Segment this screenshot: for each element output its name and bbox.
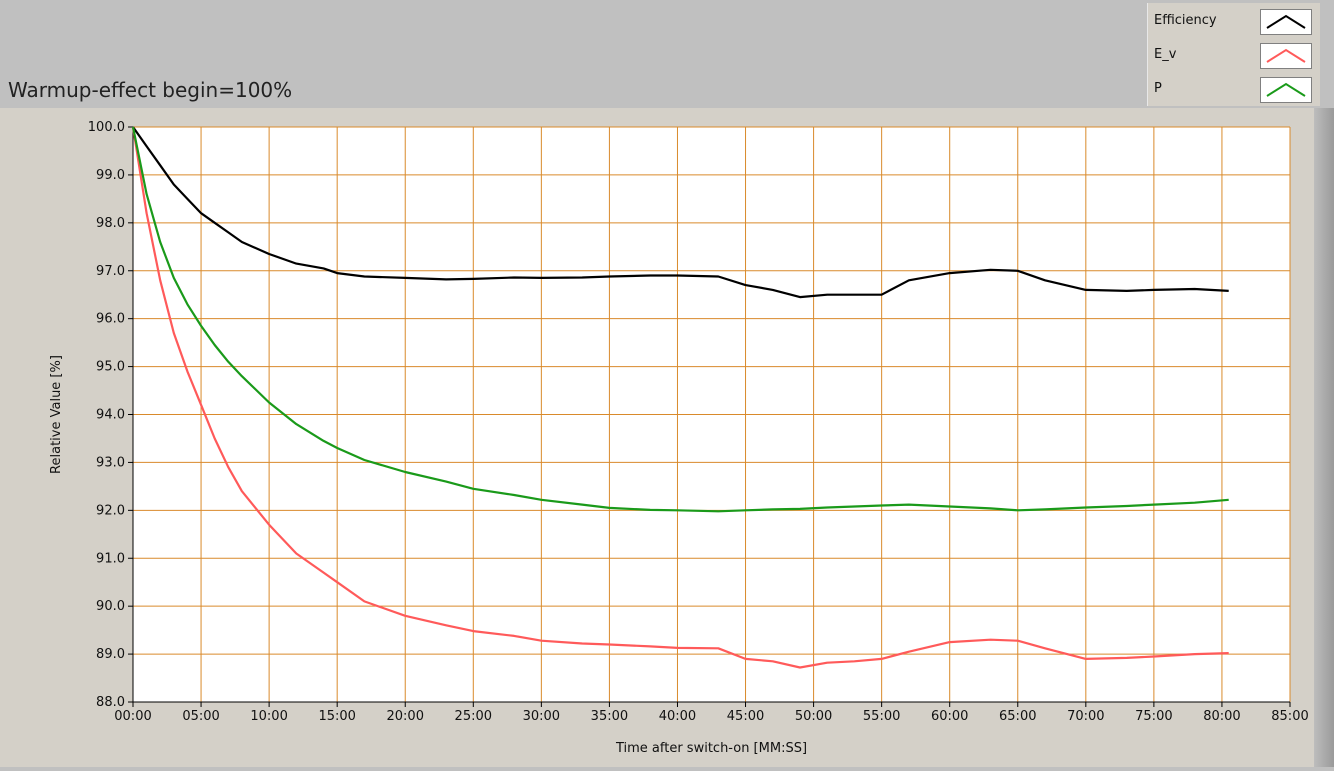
legend-item-e-v[interactable]: E_v [1148, 39, 1320, 73]
y-tick-label: 98.0 [96, 216, 125, 231]
legend-swatch-e-v[interactable] [1260, 43, 1312, 69]
y-tick-label: 88.0 [96, 695, 125, 710]
y-tick-label: 96.0 [96, 312, 125, 327]
series-line-efficiency [132, 126, 1229, 299]
legend: Efficiency E_v P [1147, 3, 1320, 106]
chart-title: Warmup-effect begin=100% [8, 78, 293, 102]
x-tick-label: 60:00 [931, 709, 968, 724]
y-tick-label: 95.0 [96, 360, 125, 375]
x-axis-label: Time after switch-on [MM:SS] [615, 741, 807, 756]
y-tick-label: 99.0 [96, 168, 125, 183]
legend-swatch-p[interactable] [1260, 77, 1312, 103]
x-tick-label: 10:00 [250, 709, 287, 724]
series-line-p [131, 126, 1229, 513]
y-tick-label: 91.0 [96, 551, 125, 566]
x-tick-label: 65:00 [999, 709, 1036, 724]
legend-item-p[interactable]: P [1148, 73, 1320, 107]
legend-label-efficiency: Efficiency [1154, 13, 1217, 28]
x-tick-label: 75:00 [1135, 709, 1172, 724]
legend-swatch-efficiency[interactable] [1260, 9, 1312, 35]
y-axis-label: Relative Value [%] [49, 355, 64, 474]
x-tick-label: 05:00 [182, 709, 219, 724]
x-tick-label: 25:00 [455, 709, 492, 724]
x-tick-label: 40:00 [659, 709, 696, 724]
x-tick-label: 70:00 [1067, 709, 1104, 724]
window-right-frame [1314, 108, 1334, 767]
y-tick-label: 93.0 [96, 455, 125, 470]
y-tick-label: 100.0 [88, 120, 125, 135]
legend-item-efficiency[interactable]: Efficiency [1148, 5, 1320, 39]
y-tick-label: 94.0 [96, 408, 125, 423]
x-tick-label: 35:00 [591, 709, 628, 724]
y-tick-label: 90.0 [96, 599, 125, 614]
legend-label-e-v: E_v [1154, 47, 1177, 62]
x-tick-label: 30:00 [523, 709, 560, 724]
x-tick-label: 15:00 [318, 709, 355, 724]
x-tick-label: 55:00 [863, 709, 900, 724]
y-tick-label: 97.0 [96, 264, 125, 279]
y-tick-label: 89.0 [96, 647, 125, 662]
x-tick-label: 85:00 [1271, 709, 1308, 724]
x-tick-label: 45:00 [727, 709, 764, 724]
x-tick-label: 50:00 [795, 709, 832, 724]
series-line-e-v [131, 126, 1229, 669]
x-tick-label: 80:00 [1203, 709, 1240, 724]
x-tick-label: 20:00 [387, 709, 424, 724]
x-tick-label: 00:00 [114, 709, 151, 724]
y-tick-label: 92.0 [96, 503, 125, 518]
legend-label-p: P [1154, 81, 1162, 96]
